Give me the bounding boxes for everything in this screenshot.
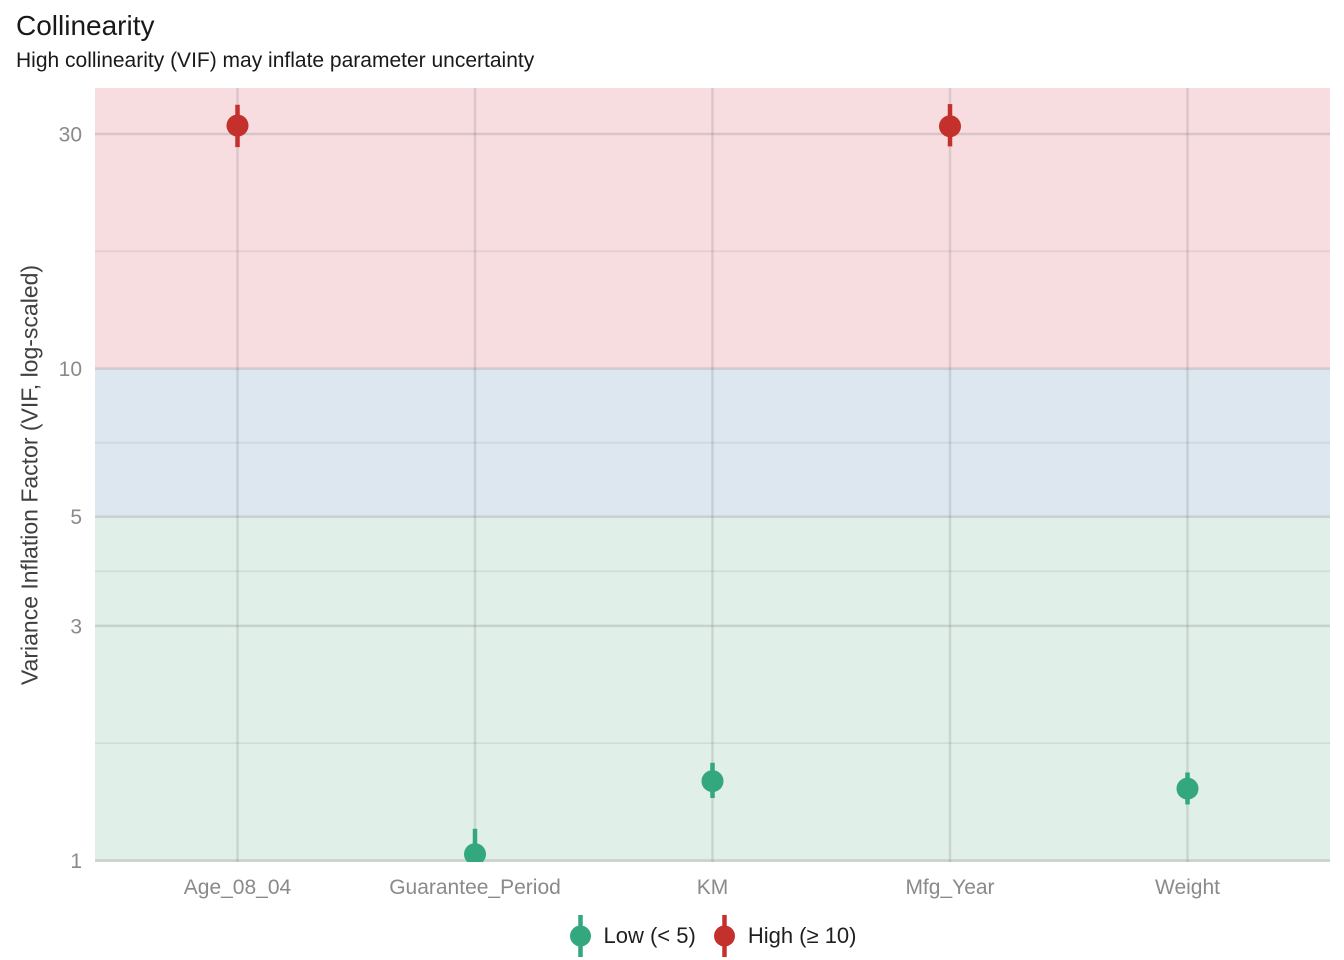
vif-point [464, 843, 486, 862]
pointrange-key-icon [570, 915, 591, 957]
pointrange-key-icon [714, 915, 736, 957]
data-layer [226, 104, 1199, 862]
legend-label: Low (< 5) [603, 923, 696, 948]
band-high-vif [95, 88, 1330, 369]
legend-label: High (≥ 10) [747, 923, 857, 948]
band-moderate-vif [95, 368, 1330, 517]
vif-point [701, 770, 724, 793]
x-tick-label: Guarantee_Period [389, 876, 561, 899]
chart-legend: Low (< 5) High (≥ 10) [568, 913, 857, 959]
x-tick-label: KM [697, 876, 729, 899]
x-tick-label: Mfg_Year [905, 876, 994, 899]
x-tick-label: Weight [1155, 876, 1220, 899]
band-low-vif [95, 516, 1330, 862]
y-tick-label: 5 [70, 506, 82, 529]
x-tick-label: Age_08_04 [184, 876, 292, 899]
vif-point [1176, 777, 1199, 800]
vif-point [226, 114, 249, 137]
y-tick-label: 30 [59, 123, 82, 146]
legend-item-high: High (≥ 10) [712, 913, 857, 959]
y-tick-label: 10 [59, 358, 82, 381]
chart-subtitle: High collinearity (VIF) may inflate para… [16, 49, 535, 72]
vif-point [939, 115, 961, 138]
chart-title: Collinearity [16, 10, 155, 41]
legend-item-low: Low (< 5) [568, 913, 696, 959]
y-tick-label: 3 [70, 615, 82, 638]
y-tick-label: 1 [70, 850, 82, 873]
